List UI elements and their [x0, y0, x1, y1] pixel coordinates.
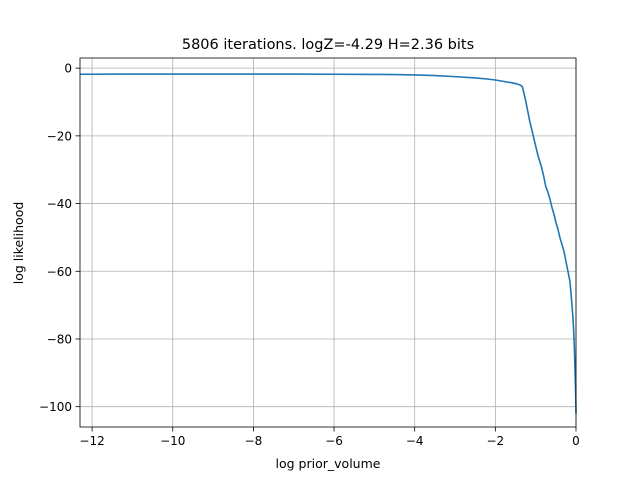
- y-axis-ticks: 0 −20 −40 −60 −80 −100: [39, 62, 80, 414]
- y-tick-label: 0: [64, 62, 72, 76]
- x-tick-label: 0: [572, 434, 580, 448]
- y-tick-label: −20: [47, 129, 72, 143]
- x-tick-label: −6: [325, 434, 343, 448]
- x-tick-label: −12: [79, 434, 104, 448]
- x-tick-label: −4: [406, 434, 424, 448]
- y-tick-label: −100: [39, 400, 72, 414]
- series-layer: [79, 73, 577, 414]
- y-tick-label: −80: [47, 332, 72, 346]
- y-tick-label: −60: [47, 265, 72, 279]
- series-line: [79, 73, 577, 414]
- y-tick-label: −40: [47, 197, 72, 211]
- plot-frame: [79, 57, 577, 428]
- x-tick-label: −2: [486, 434, 504, 448]
- grid: [80, 58, 577, 427]
- x-tick-label: −10: [160, 434, 185, 448]
- x-axis-ticks: −12 −10 −8 −6 −4 −2 0: [79, 427, 580, 448]
- chart-title: 5806 iterations. logZ=-4.29 H=2.36 bits: [182, 37, 474, 53]
- x-axis-label: log prior_volume: [276, 456, 381, 471]
- x-tick-label: −8: [245, 434, 263, 448]
- y-axis-label: log likelihood: [11, 202, 26, 285]
